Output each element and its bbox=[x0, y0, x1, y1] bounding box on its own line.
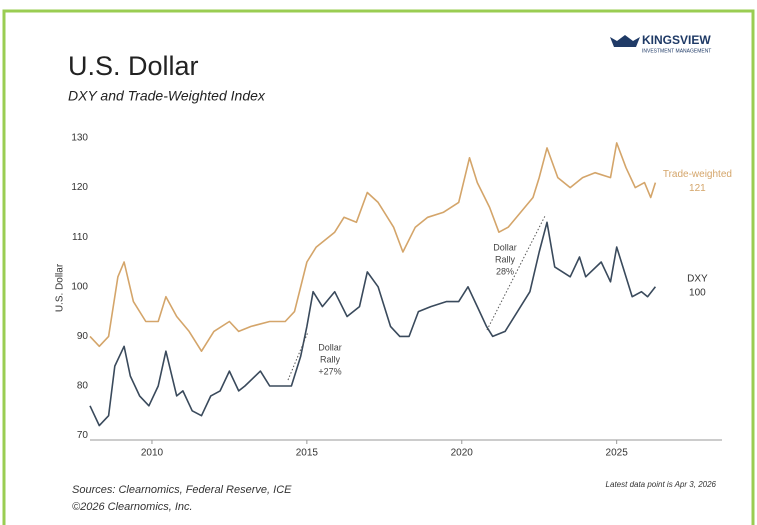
series-end-label: 121 bbox=[689, 183, 706, 194]
copyright: ©2026 Clearnomics, Inc. bbox=[72, 501, 193, 513]
series-name: Trade-weighted bbox=[663, 169, 732, 180]
brand-sub: INVESTMENT MANAGEMENT bbox=[642, 48, 711, 54]
annotation: Dollar bbox=[493, 242, 517, 252]
annotation: 28% bbox=[496, 266, 514, 276]
annotation: Rally bbox=[320, 354, 341, 364]
x-tick-label: 2025 bbox=[606, 448, 629, 459]
y-tick-label: 80 bbox=[77, 381, 89, 392]
chart-title: U.S. Dollar bbox=[68, 51, 199, 81]
annotation: +27% bbox=[318, 366, 341, 376]
y-axis-label: U.S. Dollar bbox=[55, 263, 66, 312]
frame bbox=[2, 9, 755, 525]
series-end-label: 100 bbox=[689, 287, 706, 298]
x-tick-label: 2015 bbox=[296, 448, 319, 459]
annotation: Rally bbox=[495, 254, 516, 264]
x-tick-label: 2010 bbox=[141, 448, 164, 459]
y-tick-label: 120 bbox=[71, 182, 88, 193]
y-tick-label: 130 bbox=[71, 133, 88, 144]
annotation: Dollar bbox=[318, 342, 342, 352]
sources: Sources: Clearnomics, Federal Reserve, I… bbox=[72, 484, 292, 496]
series-line bbox=[89, 221, 657, 427]
series-line bbox=[89, 142, 657, 352]
annotation-line bbox=[486, 215, 546, 331]
y-tick-label: 110 bbox=[72, 232, 88, 243]
brand: KINGSVIEW bbox=[642, 33, 711, 47]
series-name: DXY bbox=[687, 273, 708, 284]
annotation-line bbox=[287, 331, 309, 381]
y-tick-label: 70 bbox=[77, 430, 89, 441]
logo-icon bbox=[610, 35, 640, 47]
data-note: Latest data point is Apr 3, 2026 bbox=[606, 480, 717, 489]
x-tick-label: 2020 bbox=[451, 448, 474, 459]
chart-subtitle: DXY and Trade-Weighted Index bbox=[68, 88, 266, 104]
y-tick-label: 100 bbox=[71, 281, 88, 292]
y-tick-label: 90 bbox=[77, 331, 89, 342]
